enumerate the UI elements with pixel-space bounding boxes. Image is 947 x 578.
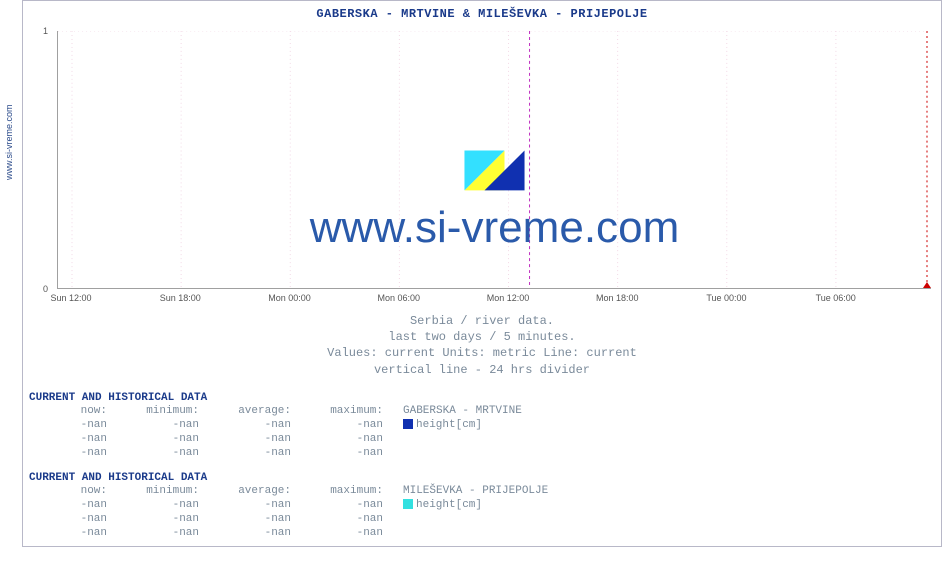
xtick: Tue 00:00 (706, 293, 746, 303)
col-max: maximum: (297, 404, 389, 418)
cell: -nan (297, 498, 389, 512)
legend-chip (403, 419, 413, 429)
cell: -nan (205, 432, 297, 446)
watermark-text: www.si-vreme.com (309, 203, 680, 252)
xtick: Sun 12:00 (50, 293, 91, 303)
table-row: -nan -nan -nan -nan (29, 446, 528, 460)
series-label: GABERSKA - MRTVINE (389, 404, 528, 418)
xtick: Mon 12:00 (487, 293, 530, 303)
cell: -nan (29, 446, 113, 460)
legend-cell: height[cm] (389, 498, 554, 512)
cell: -nan (205, 526, 297, 540)
caption-line: Serbia / river data. (29, 313, 935, 329)
cell: -nan (29, 498, 113, 512)
series-label: MILEŠEVKA - PRIJEPOLJE (389, 484, 554, 498)
col-max: maximum: (297, 484, 389, 498)
col-now: now: (29, 484, 113, 498)
legend-chip (403, 499, 413, 509)
cell: -nan (29, 418, 113, 432)
col-min: minimum: (113, 404, 205, 418)
legend-text: height[cm] (416, 419, 482, 431)
cell: -nan (205, 446, 297, 460)
main-panel: GABERSKA - MRTVINE & MILEŠEVKA - PRIJEPO… (22, 0, 942, 547)
cell: -nan (113, 418, 205, 432)
cell: -nan (297, 446, 389, 460)
plot-svg: www.si-vreme.com (58, 31, 931, 288)
xtick: Mon 00:00 (268, 293, 311, 303)
data-table-1: now: minimum: average: maximum: GABERSKA… (29, 404, 528, 460)
xtick: Mon 06:00 (377, 293, 420, 303)
cell: -nan (297, 418, 389, 432)
caption-line: Values: current Units: metric Line: curr… (29, 345, 935, 361)
caption-line: last two days / 5 minutes. (29, 329, 935, 345)
col-now: now: (29, 404, 113, 418)
xtick-row: Sun 12:00 Sun 18:00 Mon 00:00 Mon 06:00 … (57, 291, 931, 307)
plot: www.si-vreme.com (57, 31, 931, 289)
col-avg: average: (205, 404, 297, 418)
legend-text: height[cm] (416, 499, 482, 511)
cell: -nan (29, 432, 113, 446)
col-min: minimum: (113, 484, 205, 498)
cell: -nan (29, 526, 113, 540)
cell: -nan (29, 512, 113, 526)
legend-cell: height[cm] (389, 418, 528, 432)
xtick: Mon 18:00 (596, 293, 639, 303)
chart-title: GABERSKA - MRTVINE & MILEŠEVKA - PRIJEPO… (29, 5, 935, 27)
chart-caption: Serbia / river data. last two days / 5 m… (29, 307, 935, 388)
table-header-row: now: minimum: average: maximum: GABERSKA… (29, 404, 528, 418)
cell: -nan (205, 512, 297, 526)
table-row: -nan -nan -nan -nan (29, 432, 528, 446)
table-row: -nan -nan -nan -nan height[cm] (29, 498, 554, 512)
cell: -nan (113, 512, 205, 526)
cell: -nan (205, 418, 297, 432)
cell: -nan (297, 512, 389, 526)
cell: -nan (113, 526, 205, 540)
watermark-logo (464, 151, 524, 191)
cell: -nan (205, 498, 297, 512)
cell: -nan (113, 498, 205, 512)
table-title: CURRENT AND HISTORICAL DATA (29, 468, 935, 484)
chart-area: 1 0 (29, 27, 935, 307)
col-avg: average: (205, 484, 297, 498)
xtick: Tue 06:00 (816, 293, 856, 303)
table-title: CURRENT AND HISTORICAL DATA (29, 388, 935, 404)
table-header-row: now: minimum: average: maximum: MILEŠEVK… (29, 484, 554, 498)
cell: -nan (297, 432, 389, 446)
table-row: -nan -nan -nan -nan height[cm] (29, 418, 528, 432)
table-row: -nan -nan -nan -nan (29, 526, 554, 540)
xtick: Sun 18:00 (160, 293, 201, 303)
table-row: -nan -nan -nan -nan (29, 512, 554, 526)
site-vertical-label: www.si-vreme.com (4, 104, 14, 180)
data-table-2: now: minimum: average: maximum: MILEŠEVK… (29, 484, 554, 540)
cell: -nan (113, 446, 205, 460)
cell: -nan (113, 432, 205, 446)
ytick-0: 0 (43, 284, 48, 294)
right-marker-arrow (923, 282, 931, 288)
cell: -nan (297, 526, 389, 540)
ytick-1: 1 (43, 26, 48, 36)
caption-line: vertical line - 24 hrs divider (29, 362, 935, 378)
